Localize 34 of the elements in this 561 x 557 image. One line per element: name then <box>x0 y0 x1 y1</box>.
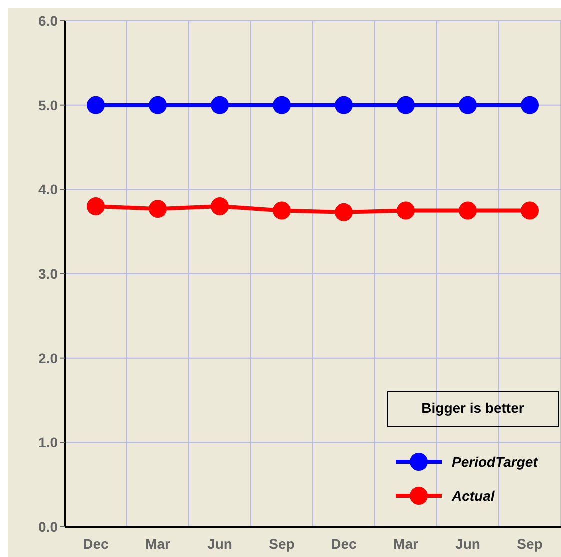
y-tick-label: 4.0 <box>38 182 58 198</box>
x-tick-label: Mar <box>146 536 171 552</box>
point <box>459 202 477 220</box>
point <box>521 202 539 220</box>
legend-label: PeriodTarget <box>452 454 538 470</box>
point <box>211 198 229 216</box>
y-tick-label: 0.0 <box>38 518 58 535</box>
point <box>521 96 539 114</box>
y-tick-label: 3.0 <box>38 266 58 282</box>
annotation: Bigger is better <box>420 400 526 416</box>
x-tick-label: Mar <box>394 536 419 552</box>
point <box>273 96 291 114</box>
point <box>211 96 229 114</box>
point <box>87 198 105 216</box>
y-tick-label: 1.0 <box>38 434 58 451</box>
x-tick-label: Dec <box>83 536 110 552</box>
point <box>335 96 353 114</box>
y-tick-label: 5.0 <box>38 97 58 114</box>
x-tick-label: Sep <box>269 536 295 552</box>
point <box>149 96 167 114</box>
x-tick-label: Jun <box>208 536 232 552</box>
point <box>149 200 167 218</box>
point <box>459 96 477 114</box>
y-tick-label: 2.0 <box>38 350 58 366</box>
point <box>87 96 105 114</box>
x-tick-label: Dec <box>331 536 358 552</box>
point <box>397 202 415 220</box>
x-tick-label: Jun <box>456 536 480 552</box>
point <box>397 96 415 114</box>
point <box>273 202 291 220</box>
x-tick-label: Sep <box>517 536 543 552</box>
y-tick-label: 6.0 <box>38 12 58 29</box>
point <box>335 203 353 222</box>
legend-label: Actual <box>452 488 495 504</box>
